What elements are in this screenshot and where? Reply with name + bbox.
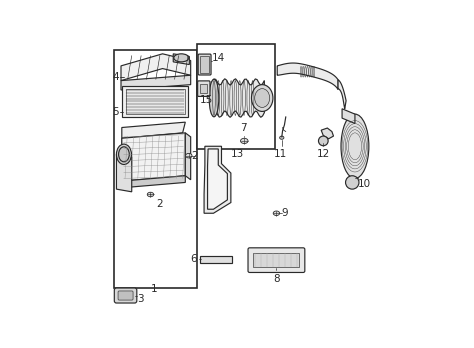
FancyBboxPatch shape (248, 248, 305, 272)
Polygon shape (200, 256, 232, 263)
Polygon shape (342, 109, 355, 124)
Text: 7: 7 (240, 124, 247, 133)
Ellipse shape (174, 54, 189, 62)
Polygon shape (121, 75, 191, 90)
Polygon shape (173, 54, 189, 64)
Text: 14: 14 (212, 53, 225, 63)
Text: 2: 2 (150, 195, 163, 208)
FancyBboxPatch shape (198, 54, 211, 75)
Text: 2: 2 (191, 151, 198, 161)
Bar (253, 253, 299, 267)
Bar (114, 50, 197, 288)
Bar (200, 84, 207, 93)
Ellipse shape (252, 85, 273, 111)
Text: 8: 8 (273, 274, 280, 284)
Ellipse shape (280, 136, 284, 139)
Polygon shape (122, 133, 185, 181)
Bar (197, 45, 274, 150)
Ellipse shape (186, 153, 192, 158)
Ellipse shape (118, 147, 129, 162)
Bar (126, 89, 184, 114)
Polygon shape (204, 146, 231, 213)
Ellipse shape (209, 79, 219, 117)
Polygon shape (185, 133, 191, 180)
Ellipse shape (117, 144, 131, 165)
Text: 13: 13 (230, 149, 244, 159)
Ellipse shape (273, 211, 280, 215)
Polygon shape (122, 138, 128, 188)
Text: 1: 1 (151, 284, 158, 294)
Bar (122, 86, 188, 117)
Text: 10: 10 (357, 179, 371, 189)
FancyBboxPatch shape (118, 291, 133, 300)
Polygon shape (208, 149, 228, 209)
Polygon shape (321, 128, 334, 139)
Text: 9: 9 (281, 208, 288, 218)
Text: 3: 3 (137, 294, 144, 304)
FancyBboxPatch shape (114, 288, 137, 303)
Text: 11: 11 (274, 149, 287, 159)
Polygon shape (117, 154, 132, 192)
Polygon shape (122, 122, 185, 138)
Text: 12: 12 (317, 149, 330, 159)
Text: 6: 6 (191, 254, 197, 264)
Text: 15: 15 (200, 95, 213, 105)
Text: 4: 4 (112, 72, 119, 81)
Bar (200, 56, 209, 73)
Ellipse shape (341, 114, 369, 179)
Polygon shape (338, 80, 346, 109)
Ellipse shape (319, 136, 328, 146)
Polygon shape (277, 63, 338, 89)
Ellipse shape (147, 192, 154, 197)
Polygon shape (122, 176, 185, 188)
FancyBboxPatch shape (198, 81, 210, 96)
Ellipse shape (346, 176, 359, 189)
Polygon shape (121, 54, 191, 81)
Ellipse shape (240, 138, 248, 143)
Text: 5: 5 (112, 107, 119, 117)
Polygon shape (212, 79, 264, 117)
Ellipse shape (255, 89, 270, 108)
